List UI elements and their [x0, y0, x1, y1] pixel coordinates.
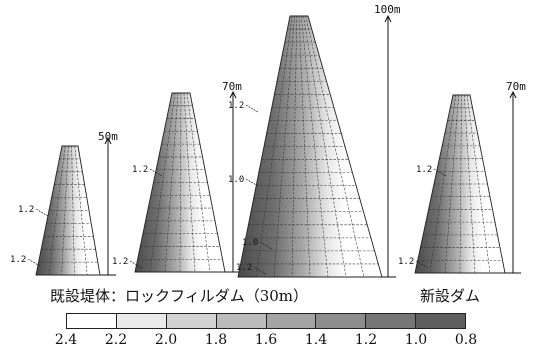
contour-leader	[259, 241, 273, 250]
dam-100m-group: 100m 1.2 1.0 1.0 1.2	[228, 3, 401, 278]
color-scale-ticks: 2.4 2.2 2.0 1.8 1.6 1.4 1.2 1.0 0.8	[55, 332, 477, 350]
contour-label: 1.2	[18, 205, 34, 215]
scale-swatch	[266, 314, 317, 328]
dam-mesh	[137, 92, 223, 273]
height-label: 50m	[98, 130, 118, 143]
scale-tick-label: 2.0	[154, 332, 178, 348]
contour-leader	[415, 260, 429, 269]
dam-mesh	[240, 15, 379, 278]
scale-swatch	[216, 314, 267, 328]
height-arrow-head	[104, 136, 112, 145]
dam-outline	[35, 145, 101, 276]
height-label: 70m	[222, 80, 242, 93]
height-arrow-head	[384, 14, 392, 23]
contour-leader	[433, 168, 447, 177]
scale-tick-label: 1.0	[404, 332, 428, 348]
contour-leader	[35, 208, 49, 217]
dam-mesh	[38, 145, 98, 276]
scale-tick-label: 1.4	[304, 332, 328, 348]
contour-label: 1.2	[132, 165, 148, 175]
contour-leader	[245, 104, 259, 113]
height-arrow-head	[509, 90, 517, 99]
contour-label: 1.2	[398, 257, 414, 267]
scale-swatch	[316, 314, 367, 328]
dam-body-fill	[36, 146, 100, 275]
contour-label: 1.2	[416, 165, 432, 175]
caption-existing-dam: 既設堤体：ロックフィルダム（30m）	[50, 287, 309, 305]
scale-tick-label: 1.2	[354, 332, 378, 348]
contour-label: 1.2	[228, 101, 244, 111]
height-label: 70m	[506, 80, 526, 93]
dam-outline	[237, 15, 383, 278]
contour-leader	[245, 178, 259, 187]
dam-outline	[414, 94, 506, 274]
scale-swatch	[366, 314, 417, 328]
contour-leader	[27, 258, 41, 267]
height-label: 100m	[374, 3, 401, 16]
scale-tick-label: 2.4	[54, 332, 78, 348]
height-arrow-head	[229, 90, 237, 99]
contour-leader	[253, 266, 267, 275]
contour-leader	[129, 260, 143, 269]
contour-label: 1.2	[236, 263, 252, 273]
scale-tick-label: 2.2	[104, 332, 128, 348]
contour-label: 1.2	[112, 257, 128, 267]
scale-swatch	[67, 314, 117, 328]
dam-outline	[134, 92, 226, 273]
dam-50m-group: 50m 1.2 1.2	[10, 130, 118, 276]
scale-swatch	[166, 314, 217, 328]
scale-swatch	[116, 314, 167, 328]
contour-leader	[149, 168, 163, 177]
color-scale-bar	[66, 313, 466, 329]
scale-tick-label: 0.8	[454, 332, 478, 348]
scale-tick-label: 1.8	[204, 332, 228, 348]
contour-label: 1.2	[10, 255, 26, 265]
dam-70m-group: 70m 1.2 1.2	[112, 80, 242, 273]
scale-tick-label: 1.6	[254, 332, 278, 348]
caption-new-dam: 新設ダム	[420, 287, 481, 305]
dam-mesh	[417, 94, 503, 274]
scale-swatch	[416, 314, 465, 328]
contour-label: 1.0	[242, 238, 258, 248]
dam-new-group: 70m 1.2 1.2	[398, 80, 526, 274]
contour-label: 1.0	[228, 175, 244, 185]
